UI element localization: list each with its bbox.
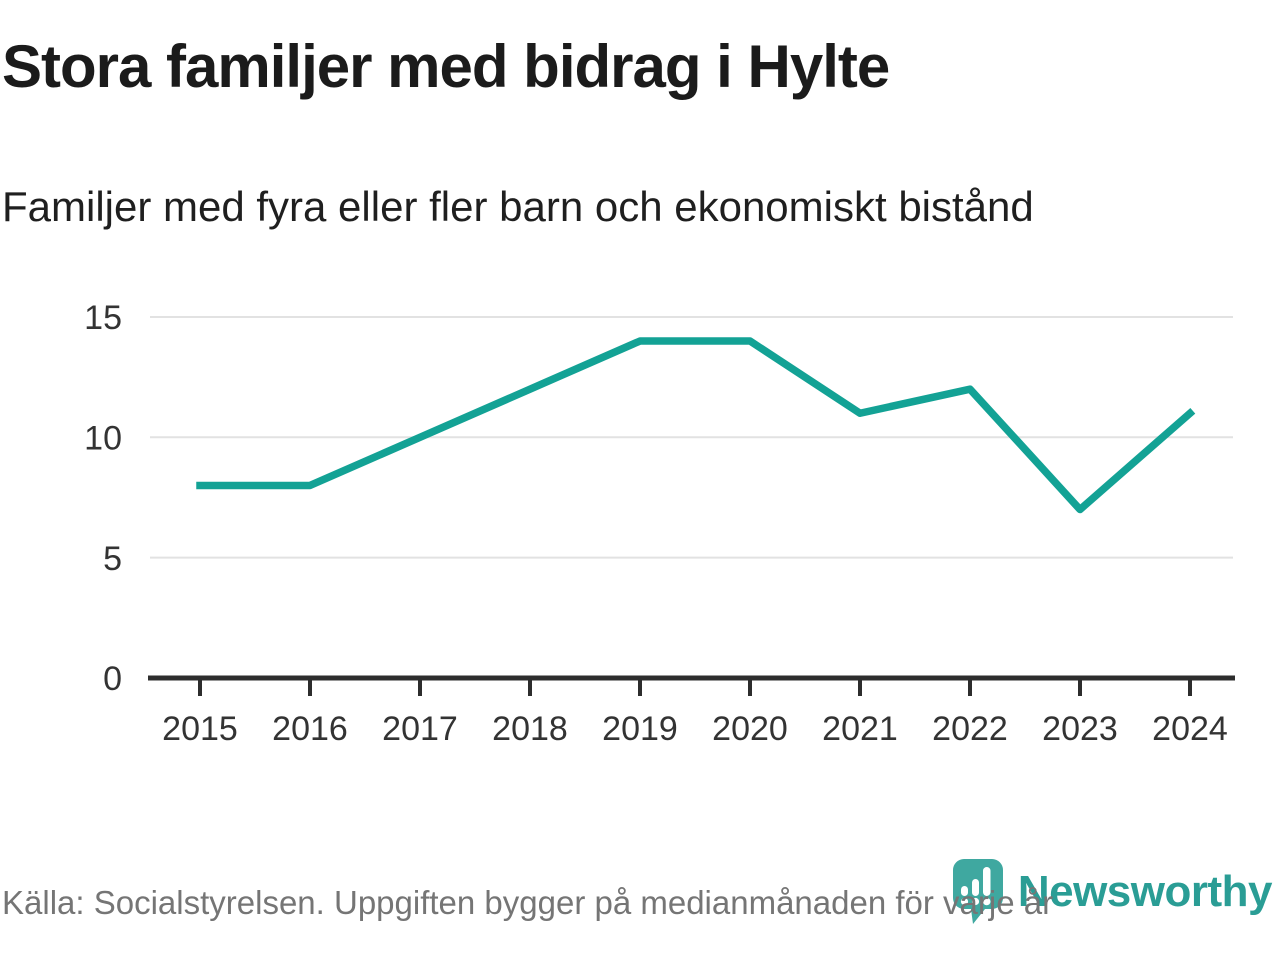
newsworthy-logo-text: Newsworthy [1017,867,1273,916]
x-tick-label: 2019 [602,710,678,748]
source-note: Källa: Socialstyrelsen. Uppgiften bygger… [2,884,1054,921]
data-line [196,337,1196,514]
y-tick-label: 0 [103,660,122,698]
y-tick-label: 10 [84,420,122,458]
x-tick-label: 2021 [822,710,898,748]
page-title: Stora familjer med bidrag i Hylte [2,33,890,100]
y-tick-label: 15 [84,299,122,337]
chart-subtitle: Familjer med fyra eller fler barn och ek… [2,183,1034,230]
x-tick-label: 2020 [712,710,788,748]
line-chart: 0 5 10 15 2015 2016 2017 2018 2019 2020 2021 2022 20… [0,280,1280,760]
x-tick-label: 2023 [1042,710,1118,748]
y-tick-label: 5 [103,540,122,578]
newsworthy-pin-barchart-icon [952,859,1003,924]
x-tick-label: 2016 [272,710,348,748]
x-tick-label: 2017 [382,710,458,748]
line-chart-canvas: 0 5 10 15 2015 2016 2017 2018 2019 2020 2021 2022 20… [84,299,1235,748]
newsworthy-logo: Newsworthy [952,858,1273,926]
x-tick-label: 2022 [932,710,1008,748]
x-tick-label: 2015 [162,710,238,748]
x-tick-label: 2018 [492,710,568,748]
x-tick-label: 2024 [1152,710,1228,748]
